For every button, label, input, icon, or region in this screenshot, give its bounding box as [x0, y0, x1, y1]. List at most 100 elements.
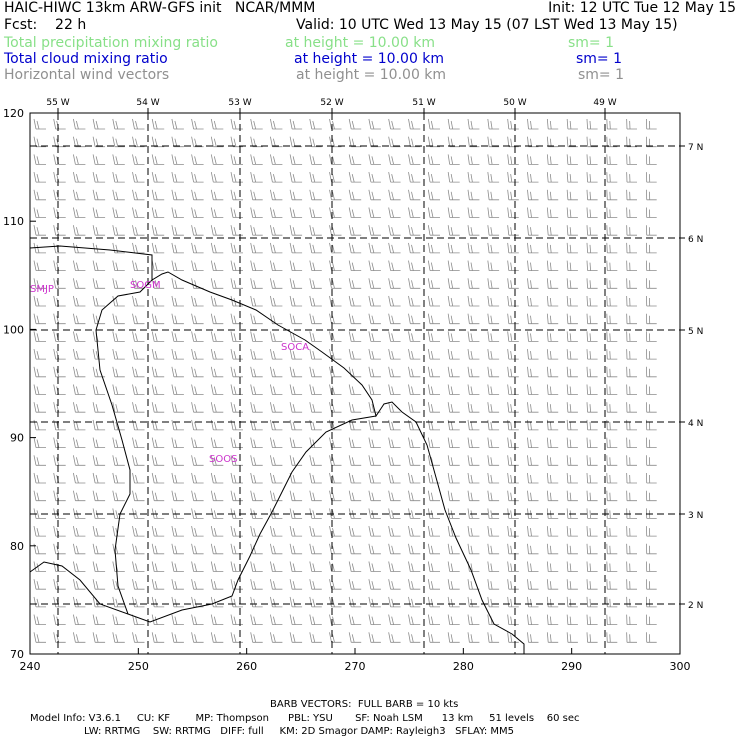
- wind-barb: [309, 402, 322, 413]
- wind-barb: [527, 472, 539, 484]
- wind-barb: [507, 419, 519, 431]
- wind-barb: [447, 172, 460, 183]
- wind-barb: [527, 189, 539, 201]
- wind-barb: [309, 366, 322, 378]
- wind-barb: [132, 242, 145, 254]
- wind-barb: [73, 313, 86, 325]
- wind-barb: [73, 508, 86, 519]
- wind-barb: [408, 207, 421, 218]
- wind-barb: [467, 154, 480, 165]
- wind-barb: [368, 632, 381, 643]
- wind-barb: [112, 207, 125, 218]
- wind-barb: [53, 260, 66, 271]
- wind-barb: [408, 189, 421, 201]
- wind-barb: [151, 313, 165, 325]
- wind-barb: [427, 260, 440, 271]
- wind-barb: [566, 419, 578, 431]
- wind-barb: [447, 437, 460, 448]
- wind-barb: [73, 242, 86, 254]
- wind-barb: [586, 419, 598, 431]
- wind-barb: [112, 172, 125, 183]
- wind-barb: [329, 632, 342, 643]
- wind-barb: [309, 349, 322, 360]
- wind-barb: [270, 331, 283, 342]
- wind-barb: [447, 242, 460, 254]
- wind-barb: [566, 172, 578, 183]
- wind-barb: [388, 526, 401, 537]
- wind-barb: [527, 242, 539, 254]
- wind-barb: [112, 384, 125, 395]
- wind-barb: [151, 384, 165, 395]
- wind-barb: [33, 295, 46, 307]
- x-tick-label: 240: [20, 660, 41, 673]
- wind-barb: [132, 172, 145, 183]
- wind-barb: [230, 331, 243, 342]
- wind-barb: [388, 472, 401, 484]
- field-precip-height: at height = 10.00 km: [285, 35, 436, 51]
- wind-barb: [427, 278, 440, 289]
- wind-barb: [646, 472, 657, 484]
- wind-barb: [566, 455, 578, 466]
- lat-lon-gridlines: [30, 113, 680, 654]
- wind-barb: [171, 136, 184, 148]
- wind-barb: [210, 242, 224, 254]
- wind-barb: [230, 154, 243, 165]
- wind-barb: [487, 366, 500, 378]
- wind-barb: [210, 295, 224, 307]
- wind-barb: [447, 136, 460, 148]
- wind-barb: [606, 455, 618, 466]
- wind-barb: [487, 295, 500, 307]
- wind-barb: [467, 632, 480, 643]
- wind-barb: [586, 455, 598, 466]
- wind-barb: [92, 402, 106, 413]
- wind-barb: [210, 632, 224, 643]
- wind-barb: [309, 172, 322, 183]
- wind-barb: [230, 118, 243, 130]
- wind-barb: [33, 472, 46, 484]
- field-cloud-height: at height = 10.00 km: [294, 51, 445, 67]
- wind-barb: [388, 419, 401, 431]
- wind-barb: [132, 490, 145, 502]
- wind-barb: [447, 455, 460, 466]
- latitude-label: 6 N: [688, 235, 703, 245]
- wind-barb: [151, 331, 165, 342]
- wind-barb: [546, 472, 559, 484]
- wind-barb: [368, 172, 381, 183]
- wind-barb: [646, 632, 657, 643]
- wind-barb: [467, 172, 480, 183]
- wind-barb: [586, 136, 598, 148]
- wind-barb: [250, 579, 263, 590]
- wind-barb: [73, 526, 86, 537]
- wind-barb: [270, 154, 283, 165]
- wind-barb: [368, 278, 381, 289]
- wind-barb: [151, 349, 165, 360]
- wind-barb: [151, 596, 165, 608]
- wind-barb: [33, 349, 46, 360]
- wind-barb: [230, 526, 243, 537]
- wind-barb: [626, 260, 637, 271]
- wind-barb: [250, 172, 263, 183]
- wind-barb: [112, 118, 125, 130]
- wind-barb: [250, 437, 263, 448]
- wind-barb: [467, 278, 480, 289]
- wind-barb: [73, 172, 86, 183]
- wind-barb: [270, 508, 283, 519]
- wind-barb: [250, 278, 263, 289]
- wind-barb: [112, 472, 125, 484]
- wind-barb: [151, 207, 165, 218]
- wind-barb: [606, 402, 618, 413]
- wind-barb: [348, 331, 362, 342]
- wind-barb: [171, 561, 184, 572]
- wind-barb: [73, 579, 86, 590]
- wind-barb: [151, 242, 165, 254]
- wind-barb: [53, 437, 66, 448]
- wind-barb: [171, 225, 184, 236]
- wind-barb: [329, 384, 342, 395]
- wind-barb: [191, 490, 204, 502]
- wind-barb: [132, 384, 145, 395]
- wind-barb: [626, 490, 637, 502]
- wind-barb: [447, 313, 460, 325]
- wind-barb: [112, 561, 125, 572]
- wind-barb: [507, 543, 519, 555]
- wind-barb: [348, 437, 362, 448]
